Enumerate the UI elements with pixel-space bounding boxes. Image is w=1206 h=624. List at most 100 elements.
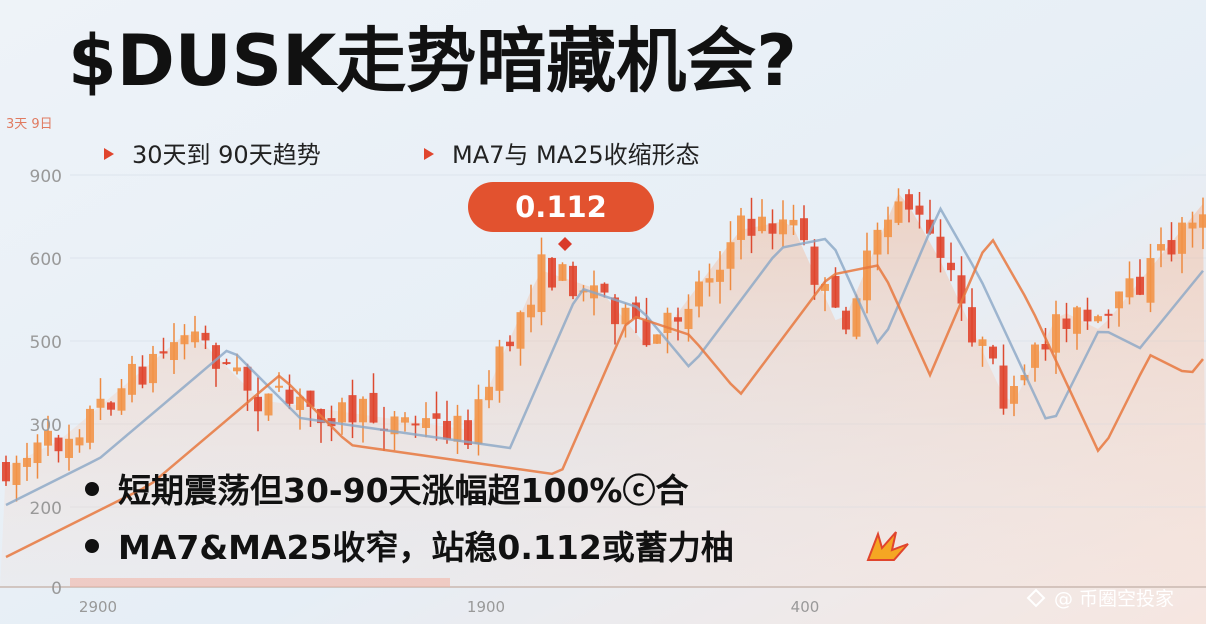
- y-label: 600: [30, 250, 62, 270]
- candle: [1146, 258, 1155, 303]
- candle: [621, 307, 630, 325]
- legend-item: MA7与 MA25收缩形态: [452, 141, 700, 169]
- y-label: 900: [30, 167, 62, 187]
- candle: [810, 246, 819, 285]
- bullet: 短期震荡但30-90天涨幅超100%ⓒ合: [118, 471, 689, 510]
- candle: [978, 339, 987, 346]
- candle: [1083, 309, 1092, 322]
- candle: [642, 319, 651, 346]
- candle: [86, 408, 94, 443]
- candle: [968, 307, 976, 343]
- candle: [537, 254, 546, 313]
- candle: [506, 341, 514, 347]
- candle: [2, 462, 10, 482]
- candle: [369, 392, 378, 423]
- candle: [779, 219, 787, 235]
- candle: [422, 418, 430, 428]
- candle: [674, 317, 682, 322]
- candle: [117, 388, 126, 411]
- candle: [579, 290, 588, 293]
- candle: [936, 236, 945, 258]
- candle: [747, 218, 756, 236]
- candle: [1188, 222, 1197, 229]
- x-label: 2900: [79, 598, 117, 616]
- candle: [516, 312, 525, 349]
- candle: [107, 402, 115, 410]
- candle: [464, 420, 472, 445]
- title: $DUSK走势暗藏机会?: [68, 20, 797, 102]
- candle: [359, 398, 367, 423]
- y-label: 0: [51, 579, 62, 599]
- candle: [443, 420, 451, 440]
- candle: [180, 335, 189, 345]
- candle: [758, 216, 766, 232]
- candle: [789, 219, 798, 226]
- candle: [989, 346, 997, 359]
- ma-line: [5, 238, 1204, 559]
- candle: [306, 390, 315, 407]
- candle: [768, 223, 777, 234]
- bullet-dot: [85, 539, 99, 553]
- y-label: 300: [30, 416, 62, 436]
- axis-band: [70, 578, 450, 587]
- legend-item: 30天到 90天趋势: [132, 141, 321, 169]
- candle: [705, 278, 714, 283]
- candle: [233, 367, 241, 372]
- candle: [1031, 344, 1039, 368]
- candle: [1020, 374, 1029, 381]
- candle: [1167, 240, 1176, 255]
- x-label: 1900: [467, 598, 505, 616]
- candle: [222, 362, 231, 365]
- candle: [737, 215, 745, 240]
- candle: [243, 366, 252, 391]
- x-label: 400: [791, 598, 820, 616]
- candle: [128, 363, 136, 395]
- candle: [947, 262, 955, 271]
- candle: [138, 366, 147, 385]
- candle: [600, 283, 609, 293]
- candle: [842, 310, 850, 330]
- corner-label: 3天 9日: [6, 117, 53, 132]
- candle: [873, 229, 882, 255]
- marker: [558, 237, 572, 251]
- candle: [558, 264, 567, 281]
- candle: [1178, 222, 1186, 254]
- candle: [495, 346, 504, 391]
- candle: [75, 437, 84, 446]
- candle: [852, 298, 861, 337]
- candle: [201, 332, 210, 341]
- candle: [1115, 291, 1123, 309]
- candle: [23, 457, 31, 467]
- candle: [1073, 307, 1081, 334]
- candle: [1052, 314, 1060, 353]
- candle: [632, 302, 640, 319]
- candle: [191, 331, 199, 343]
- candle: [33, 442, 42, 464]
- watermark-icon: [1026, 588, 1046, 608]
- candle: [884, 219, 892, 238]
- candle: [474, 399, 483, 445]
- candle: [296, 396, 304, 410]
- candle: [611, 297, 619, 325]
- candle: [905, 194, 913, 210]
- ma-line: [5, 206, 1204, 507]
- candle: [726, 242, 735, 269]
- candle: [831, 275, 840, 308]
- candle: [663, 312, 672, 333]
- candle: [285, 389, 294, 404]
- callout: 0.112: [515, 190, 607, 224]
- candle: [1062, 318, 1071, 329]
- candle: [1157, 244, 1165, 251]
- candle: [915, 205, 924, 215]
- candle: [432, 413, 441, 419]
- y-label: 500: [30, 333, 62, 353]
- candle: [401, 417, 409, 423]
- candle: [348, 395, 357, 423]
- legend-arrow: [104, 148, 114, 160]
- candle: [548, 257, 556, 288]
- candle: [527, 304, 535, 318]
- watermark: @ 币圈空投家: [1054, 588, 1174, 610]
- candle: [957, 275, 966, 304]
